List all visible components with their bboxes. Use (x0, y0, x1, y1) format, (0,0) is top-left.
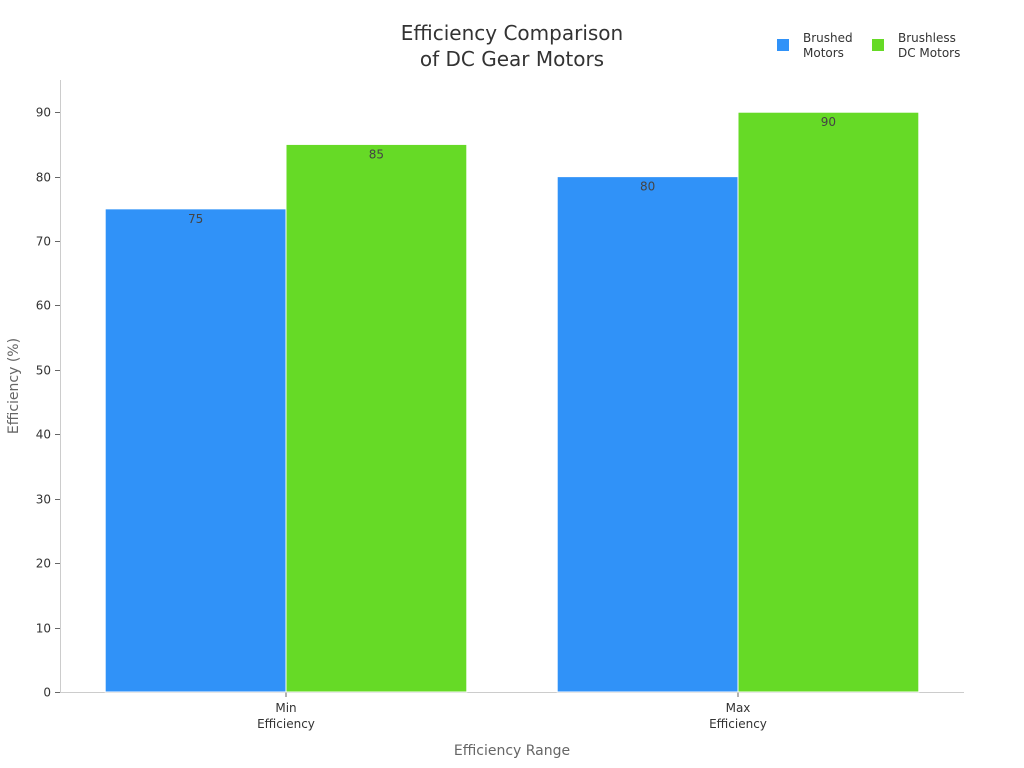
y-axis-title: Efficiency (%) (6, 338, 22, 434)
data-labels: 75 85 80 90 (188, 115, 836, 226)
legend-label-line: Motors (803, 46, 844, 60)
legend-swatch (872, 39, 884, 51)
legend-label-line: DC Motors (898, 46, 960, 60)
y-tick-label: 90 (36, 106, 51, 120)
y-tick-label: 0 (43, 686, 51, 700)
chart-title-line-2: of DC Gear Motors (420, 47, 604, 71)
bar-value-label: 90 (821, 115, 836, 129)
x-axis-title: Efficiency Range (454, 743, 570, 759)
y-axis-ticks: 0 10 20 30 40 50 60 70 80 90 (36, 106, 60, 700)
y-tick-label: 20 (36, 557, 51, 571)
chart-title-line-1: Efficiency Comparison (401, 21, 623, 45)
x-tick-label-line: Efficiency (709, 717, 767, 731)
x-tick-label-line: Efficiency (257, 717, 315, 731)
x-tick-label: Min Efficiency (257, 701, 315, 731)
legend-swatch (777, 39, 789, 51)
legend-label: Brushed Motors (803, 31, 853, 60)
x-axis-ticks: Min Efficiency Max Efficiency (257, 692, 767, 731)
y-tick-label: 60 (36, 299, 51, 313)
y-tick-label: 50 (36, 364, 51, 378)
y-tick-label: 80 (36, 171, 51, 185)
legend: Brushed Motors Brushless DC Motors (777, 31, 960, 60)
bar (285, 143, 468, 693)
y-tick-label: 40 (36, 428, 51, 442)
bars (104, 111, 920, 693)
legend-label: Brushless DC Motors (898, 31, 960, 60)
x-tick-label-line: Max (726, 701, 751, 715)
legend-label-line: Brushless (898, 31, 956, 45)
y-tick-label: 30 (36, 493, 51, 507)
legend-label-line: Brushed (803, 31, 853, 45)
bar-value-label: 80 (640, 180, 655, 194)
bar (104, 208, 287, 693)
y-tick-label: 10 (36, 622, 51, 636)
bar (556, 176, 739, 693)
bar (737, 111, 920, 693)
bar-value-label: 75 (188, 212, 203, 226)
bar-value-label: 85 (369, 147, 384, 161)
y-tick-label: 70 (36, 235, 51, 249)
x-tick-label-line: Min (275, 701, 296, 715)
x-tick-label: Max Efficiency (709, 701, 767, 731)
